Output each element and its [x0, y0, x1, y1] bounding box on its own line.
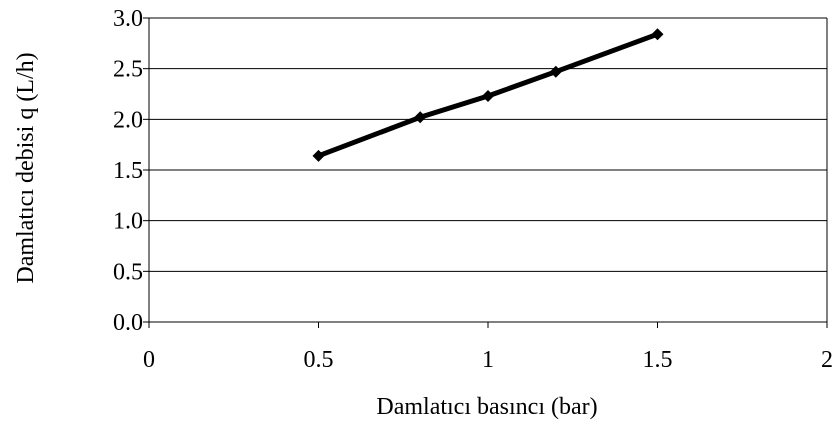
y-tick-label: 0.5	[113, 259, 143, 285]
data-point-marker	[482, 90, 494, 103]
data-point-marker	[651, 28, 664, 41]
data-point-marker	[414, 111, 427, 124]
grid-lines	[149, 17, 827, 272]
y-tick-label: 1.5	[113, 158, 143, 184]
x-tick-label: 1.5	[643, 347, 673, 373]
x-tick-label: 0.5	[304, 347, 334, 373]
data-point-marker	[549, 65, 562, 78]
y-tick-label: 1.0	[113, 209, 143, 235]
y-tick-label: 0.0	[113, 310, 143, 336]
y-axis-title: Damlatıcı debisi q (L/h)	[13, 52, 39, 283]
x-tick-label: 1	[482, 347, 494, 373]
data-point-marker	[312, 149, 325, 162]
series-group	[312, 28, 664, 162]
y-tick-label: 3.0	[113, 6, 143, 32]
tick-labels: 0.0 0.5 1.0 1.5 2.0 2.5 3.0 0 0.5 1 1.5 2	[113, 6, 833, 373]
x-axis-title: Damlatıcı basıncı (bar)	[376, 394, 597, 420]
axes	[143, 17, 828, 328]
y-tick-label: 2.5	[113, 57, 143, 83]
x-tick-label: 0	[143, 347, 155, 373]
x-tick-label: 2	[821, 347, 833, 373]
y-tick-label: 2.0	[113, 107, 143, 133]
